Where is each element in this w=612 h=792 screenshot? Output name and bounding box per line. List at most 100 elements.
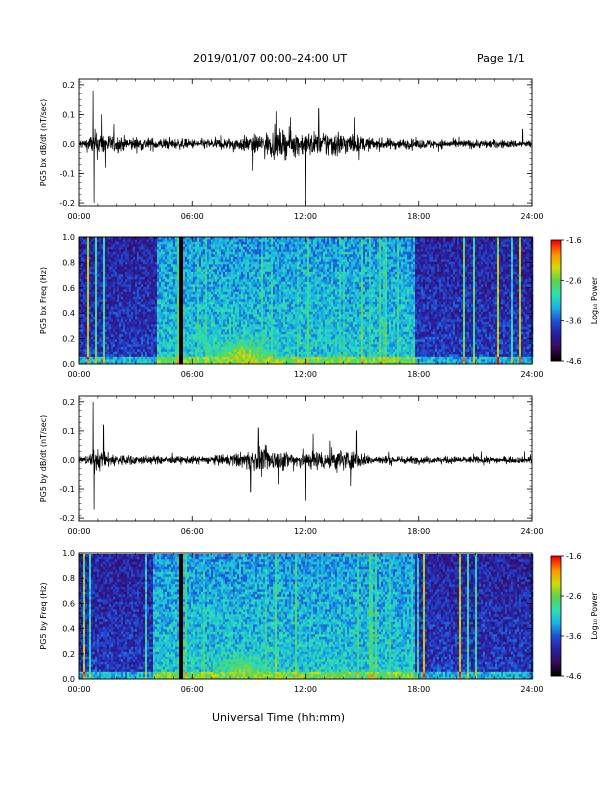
- spectrogram-cell: [83, 277, 85, 280]
- spectrogram-cell: [111, 252, 113, 255]
- spectrogram-cell: [99, 309, 101, 312]
- spectrogram-cell: [123, 322, 125, 325]
- spectrogram-cell: [87, 327, 89, 330]
- spectrogram-cell: [135, 279, 137, 282]
- spectrogram-cell: [125, 349, 127, 352]
- spectrogram-cell: [121, 284, 123, 287]
- spectrogram-cell: [97, 307, 99, 310]
- spectrogram-cell: [137, 337, 139, 340]
- spectrogram-cell: [85, 272, 87, 275]
- spectrogram-cell: [89, 282, 91, 285]
- x-tick-label: 06:00: [181, 212, 204, 221]
- spectrogram-cell: [135, 269, 137, 272]
- spectrogram-cell: [139, 242, 141, 245]
- spectrogram-cell: [87, 284, 89, 287]
- spectrogram-cell: [131, 309, 133, 312]
- spectrogram-cell: [145, 264, 147, 267]
- spectrogram-cell: [97, 334, 99, 337]
- spectrogram-cell: [139, 307, 141, 310]
- spectrogram-cell: [115, 252, 117, 255]
- spectrogram-cell: [89, 349, 91, 352]
- spectrogram-cell: [139, 252, 141, 255]
- spectrogram-cell: [131, 287, 133, 290]
- spectrogram-cell: [93, 247, 95, 250]
- spectrogram-cell: [119, 359, 121, 362]
- spectrogram-cell: [135, 344, 137, 347]
- spectrogram-cell: [105, 342, 107, 345]
- spectrogram-cell: [97, 297, 99, 300]
- spectrogram-cell: [119, 282, 121, 285]
- spectrogram-cell: [115, 297, 117, 300]
- spectrogram-cell: [129, 322, 131, 325]
- spectrogram-cell: [119, 347, 121, 350]
- spectrogram-cell: [139, 309, 141, 312]
- spectrogram-cell: [119, 349, 121, 352]
- spectrogram-cell: [125, 247, 127, 250]
- spectrogram-cell: [129, 359, 131, 362]
- spectrogram-cell: [93, 329, 95, 332]
- spectrogram-cell: [87, 312, 89, 315]
- spectrogram-cell: [135, 299, 137, 302]
- spectrogram-cell: [87, 242, 89, 245]
- spectrogram-cell: [99, 314, 101, 317]
- spectrogram-cell: [137, 269, 139, 272]
- spectrogram-cell: [143, 339, 145, 342]
- spectrogram-cell: [135, 349, 137, 352]
- spectrogram-cell: [123, 277, 125, 280]
- spectrogram-cell: [123, 297, 125, 300]
- spectrogram-cell: [145, 359, 147, 362]
- spectrogram-cell: [109, 334, 111, 337]
- spectrogram-cell: [97, 344, 99, 347]
- spectrogram-cell: [117, 297, 119, 300]
- spectrogram-cell: [125, 257, 127, 260]
- spectrogram-cell: [135, 289, 137, 292]
- spectrogram-cell: [107, 254, 109, 257]
- spectrogram-cell: [83, 269, 85, 272]
- spectrogram-cell: [139, 302, 141, 305]
- spectrogram-cell: [135, 262, 137, 265]
- spectrogram-cell: [143, 267, 145, 270]
- spectrogram-cell: [87, 287, 89, 290]
- spectrogram-cell: [105, 304, 107, 307]
- spectrogram-cell: [103, 254, 105, 257]
- spectrogram-cell: [87, 252, 89, 255]
- spectrogram-cell: [97, 244, 99, 247]
- spectrogram-cell: [119, 334, 121, 337]
- spectrogram-cell: [141, 344, 143, 347]
- spectrogram-cell: [121, 239, 123, 242]
- spectrogram-cell: [129, 259, 131, 262]
- spectrogram-cell: [85, 254, 87, 257]
- x-tick-label: 24:00: [520, 212, 543, 221]
- spectrogram-cell: [85, 334, 87, 337]
- spectrogram-cell: [91, 297, 93, 300]
- spectrogram-cell: [85, 282, 87, 285]
- spectrogram-cell: [107, 334, 109, 337]
- spectrogram-cell: [137, 314, 139, 317]
- spectrogram-cell: [135, 327, 137, 330]
- spectrogram-cell: [101, 254, 103, 257]
- spectrogram-cell: [131, 239, 133, 242]
- spectrogram-cell: [125, 249, 127, 252]
- spectrogram-cell: [123, 304, 125, 307]
- spectrogram-cell: [119, 289, 121, 292]
- spectrogram-cell: [93, 254, 95, 257]
- spectrogram-cell: [109, 252, 111, 255]
- spectrogram-cell: [131, 294, 133, 297]
- spectrogram-cell: [129, 349, 131, 352]
- spectrogram-cell: [113, 262, 115, 265]
- spectrogram-cell: [83, 294, 85, 297]
- spectrogram-cell: [85, 289, 87, 292]
- spectrogram-cell: [119, 294, 121, 297]
- spectrogram-cell: [127, 359, 129, 362]
- spectrogram-cell: [125, 312, 127, 315]
- spectrogram-cell: [111, 239, 113, 242]
- spectrogram-cell: [131, 342, 133, 345]
- spectrogram-cell: [103, 312, 105, 315]
- spectrogram-cell: [139, 267, 141, 270]
- spectrogram-cell: [135, 244, 137, 247]
- spectrogram-cell: [113, 297, 115, 300]
- spectrogram-cell: [127, 314, 129, 317]
- spectrogram-cell: [139, 314, 141, 317]
- spectrogram-cell: [87, 277, 89, 280]
- spectrogram-cell: [141, 342, 143, 345]
